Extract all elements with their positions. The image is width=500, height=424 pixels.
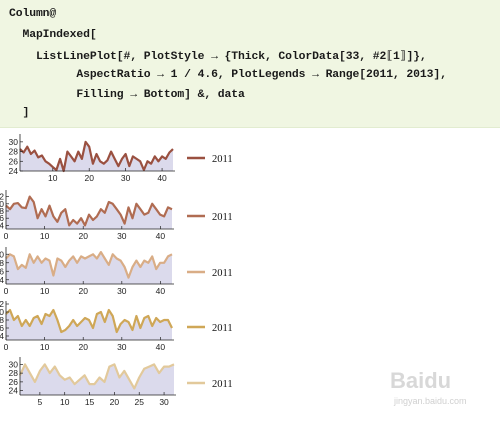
legend-label: 2011	[212, 323, 233, 334]
x-tick-label: 30	[117, 286, 127, 296]
y-tick-label: 30	[0, 249, 4, 259]
code-line-3[interactable]: ListLinePlot[#, PlotStyle → {Thick, Colo…	[9, 48, 427, 63]
chart-4: 24262830320102030402011	[0, 299, 233, 352]
code-line-5[interactable]: Filling → Bottom] &, data	[9, 89, 245, 101]
legend-label: 2011	[212, 154, 233, 165]
x-tick-label: 40	[156, 286, 166, 296]
y-tick-label: 28	[9, 147, 19, 157]
x-tick-label: 0	[4, 342, 9, 352]
code-line-1[interactable]: Column@	[9, 8, 56, 20]
x-tick-label: 20	[84, 173, 94, 183]
code-line-2[interactable]: MapIndexed[	[9, 29, 97, 41]
x-tick-label: 0	[4, 231, 9, 241]
legend-label: 2011	[212, 212, 233, 223]
x-tick-label: 20	[78, 342, 88, 352]
y-tick-label: 30	[9, 359, 19, 369]
y-tick-label: 24	[9, 386, 19, 396]
y-tick-label: 32	[0, 192, 4, 202]
y-tick-label: 24	[9, 166, 19, 176]
y-tick-label: 26	[9, 377, 19, 387]
y-tick-label: 26	[0, 266, 4, 276]
x-tick-label: 25	[134, 397, 144, 407]
input-cell[interactable]: Column@ MapIndexed[ ListLinePlot[#, Plot…	[0, 0, 500, 128]
x-tick-label: 5	[38, 397, 43, 407]
y-tick-label: 28	[0, 258, 4, 268]
watermark-brand: Baidu	[390, 368, 451, 393]
x-tick-label: 10	[40, 342, 50, 352]
baidu-watermark: Baidu jingyan.baidu.com	[388, 362, 500, 419]
y-tick-label: 28	[9, 368, 19, 378]
x-tick-label: 30	[159, 397, 169, 407]
x-tick-label: 10	[40, 231, 50, 241]
y-tick-label: 24	[0, 275, 4, 285]
x-tick-label: 15	[85, 397, 95, 407]
y-tick-label: 30	[9, 137, 19, 147]
x-tick-label: 10	[48, 173, 58, 183]
chart-3: 242628300102030402011	[0, 247, 233, 296]
x-tick-label: 20	[110, 397, 120, 407]
x-tick-label: 20	[78, 231, 88, 241]
x-tick-label: 0	[4, 286, 9, 296]
code-line-6[interactable]: ]	[9, 107, 29, 119]
code-line-4[interactable]: AspectRatio → 1 / 4.6, PlotLegends → Ran…	[9, 69, 447, 81]
y-tick-label: 26	[9, 156, 19, 166]
x-tick-label: 40	[156, 342, 166, 352]
legend-label: 2011	[212, 379, 233, 390]
chart-2: 24262830320102030402011	[0, 190, 233, 241]
legend-label: 2011	[212, 268, 233, 279]
x-tick-label: 30	[117, 342, 127, 352]
x-tick-label: 40	[157, 173, 167, 183]
watermark-subtitle: jingyan.baidu.com	[393, 396, 467, 406]
x-tick-label: 20	[78, 286, 88, 296]
x-tick-label: 30	[117, 231, 127, 241]
y-tick-label: 32	[0, 299, 4, 309]
x-tick-label: 10	[60, 397, 70, 407]
x-tick-label: 30	[121, 173, 131, 183]
x-tick-label: 10	[40, 286, 50, 296]
x-tick-label: 40	[156, 231, 166, 241]
